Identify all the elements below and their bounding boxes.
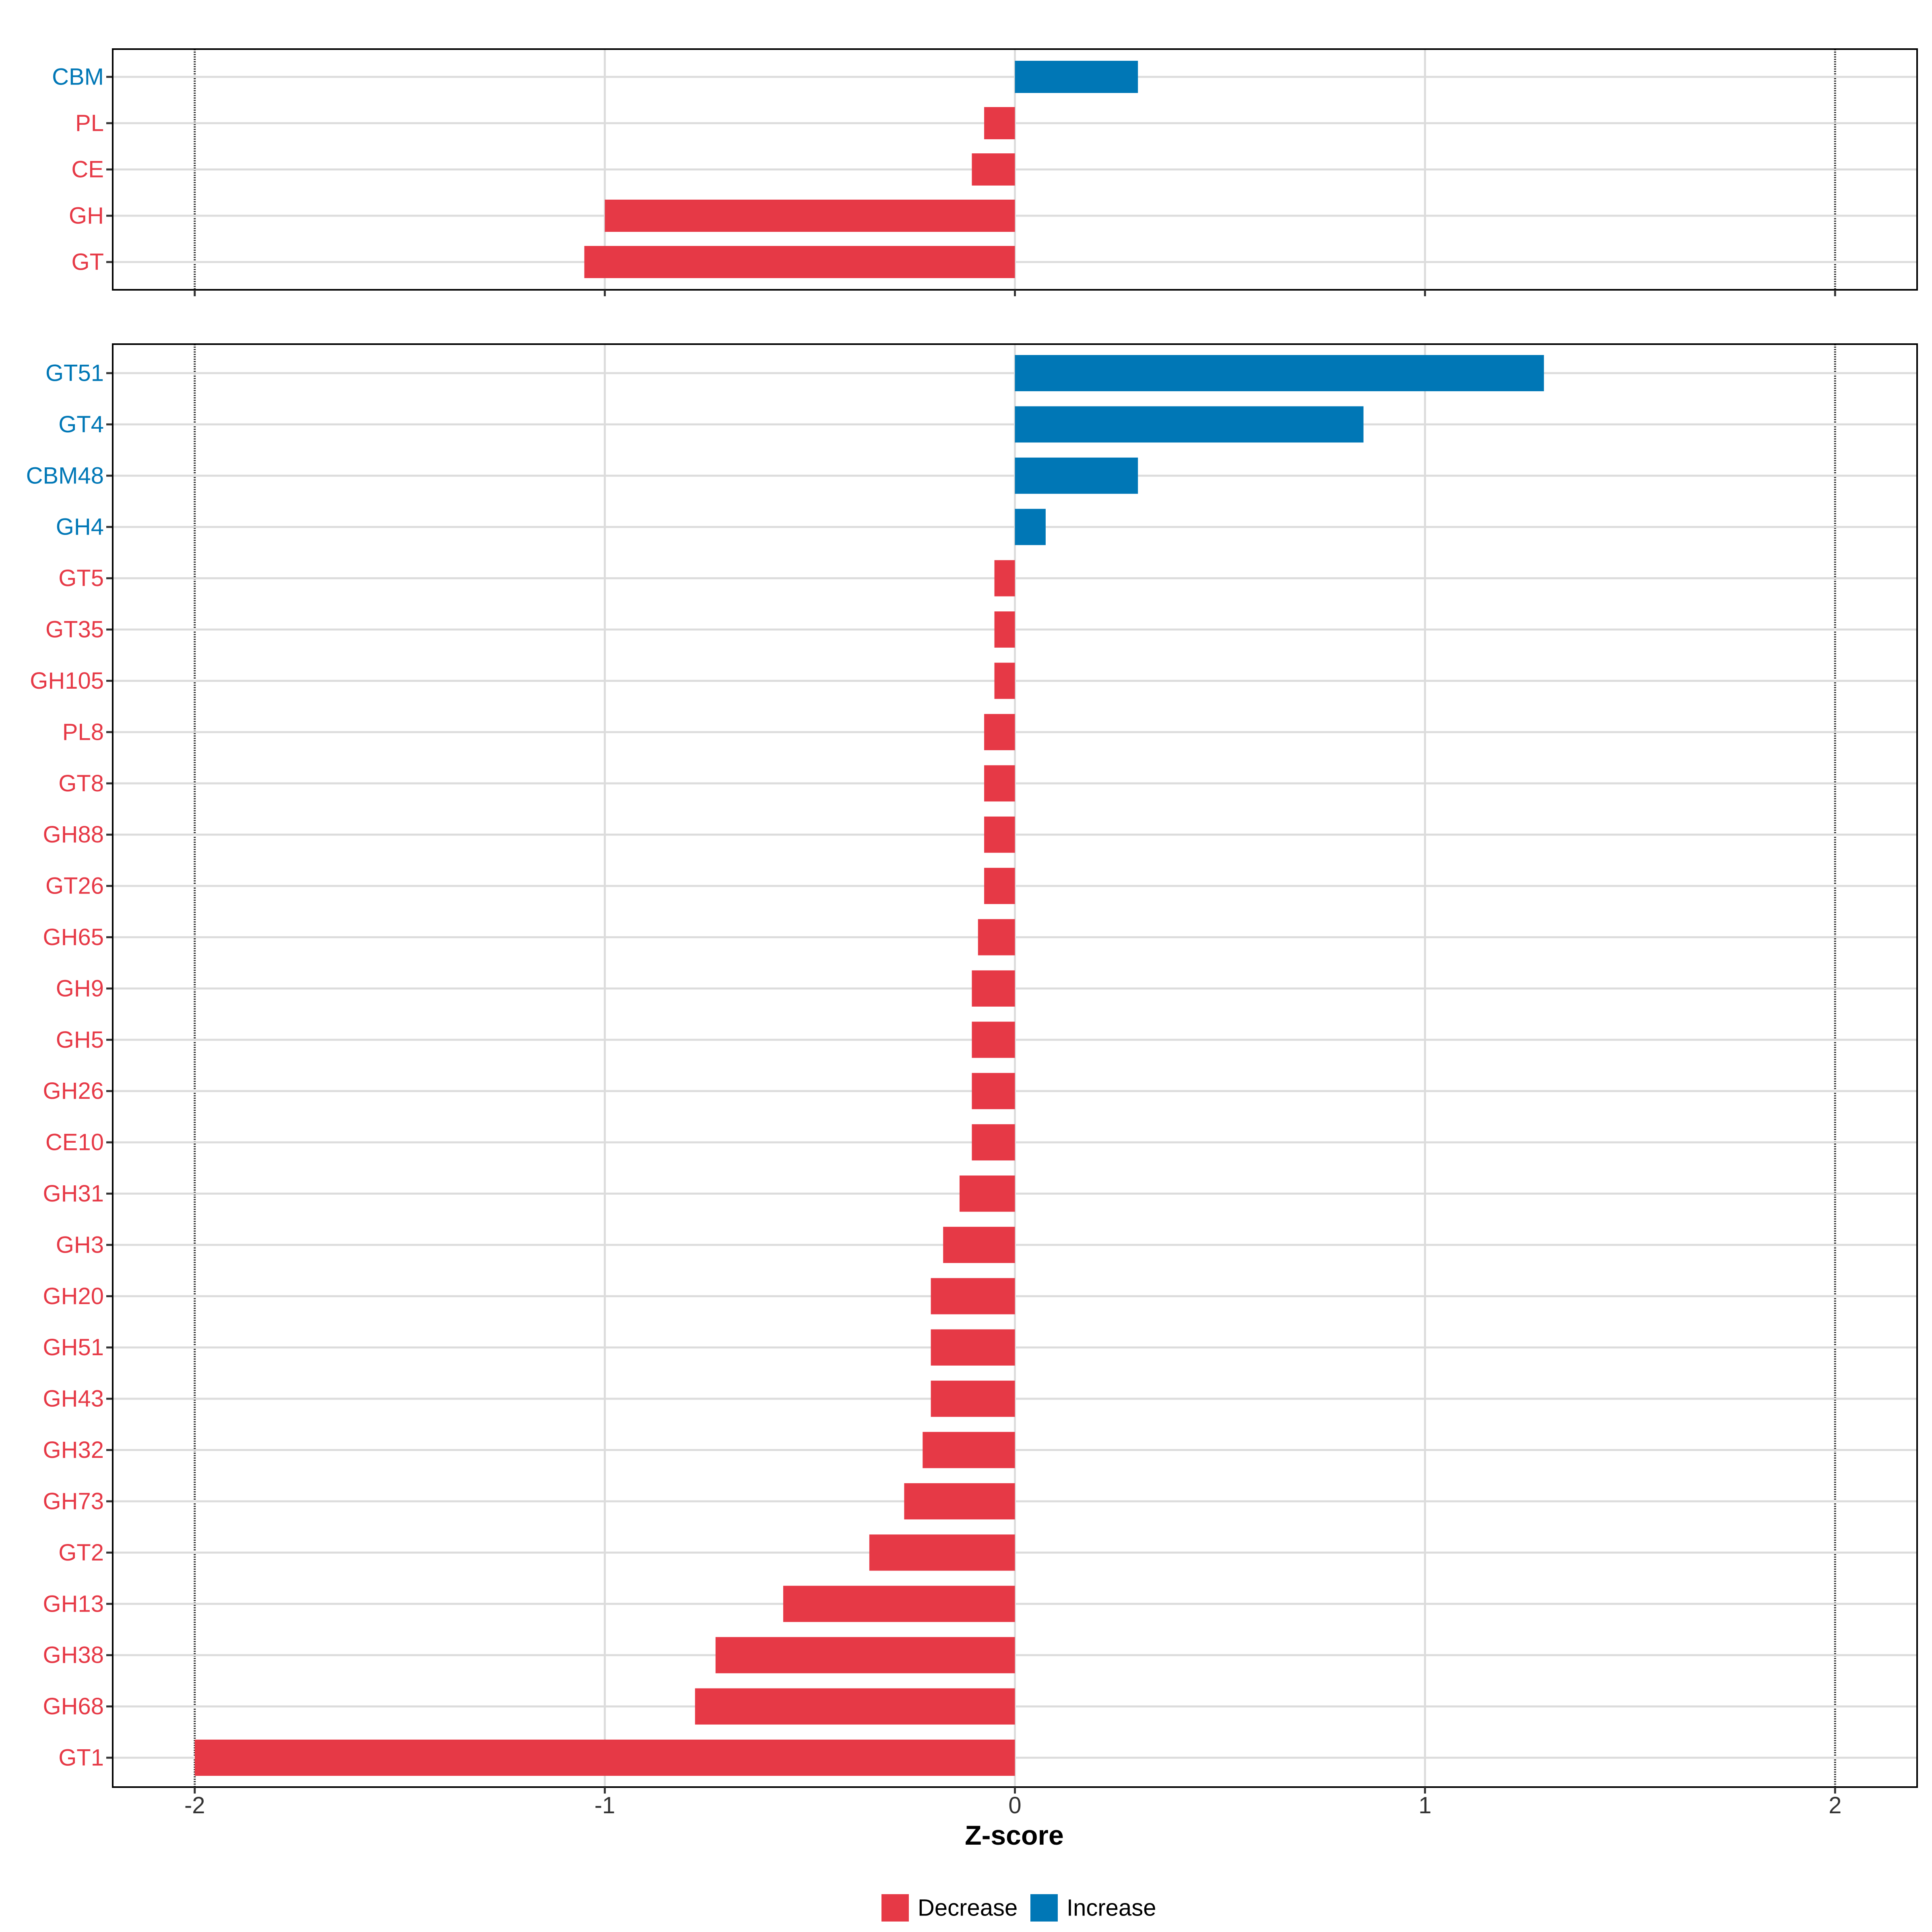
bar-gh26 (972, 1073, 1015, 1109)
y-tick-label: GT4 (58, 411, 104, 438)
bar-gh73 (904, 1483, 1015, 1519)
legend-label-decrease: Decrease (918, 1895, 1018, 1921)
y-tick-label: GH73 (43, 1488, 104, 1514)
bar-gh88 (984, 816, 1015, 853)
panel-class: CBM PL CE GH GT (52, 48, 1918, 296)
y-tick-label: GH38 (43, 1642, 104, 1668)
y-tick-label: GH9 (56, 975, 104, 1001)
y-tick-label: GH4 (56, 514, 104, 540)
bar-gt8 (984, 765, 1015, 802)
bar-gh20 (931, 1278, 1015, 1315)
y-tick-label: GT1 (58, 1745, 104, 1771)
y-tick-label: GH88 (43, 822, 104, 848)
bar-cbm48 (1015, 457, 1138, 494)
y-tick-label: GH68 (43, 1693, 104, 1719)
bar-gh (605, 200, 1015, 232)
bar-pl (984, 107, 1015, 139)
y-tick-label: PL8 (62, 719, 104, 745)
panel-family: GT51 GT4 CBM48 GH4 GT5 GT35 GH105 PL8 GT8 GH88 GT2… (26, 343, 1918, 1794)
bar-gt5 (994, 560, 1015, 597)
bar-gh51 (931, 1329, 1015, 1366)
y-tick-label: GH31 (43, 1181, 104, 1207)
bar-gh9 (972, 970, 1015, 1007)
bar-pl8 (984, 714, 1015, 750)
y-tick-label: GH26 (43, 1078, 104, 1104)
y-tick-label: GT26 (45, 873, 104, 899)
bar-ce10 (972, 1124, 1015, 1161)
y-tick-label: GH (69, 203, 104, 229)
bar-gt1 (194, 1740, 1015, 1776)
bar-ce (972, 153, 1015, 186)
bar-gh31 (959, 1175, 1015, 1212)
x-tick-label: 1 (1418, 1792, 1431, 1818)
y-tick-label: GH20 (43, 1283, 104, 1309)
legend-swatch-decrease (881, 1894, 909, 1922)
y-tick-label: GH105 (30, 668, 104, 694)
y-tick-label: GT8 (58, 770, 104, 797)
bar-gh68 (695, 1688, 1015, 1725)
bar-gt35 (994, 611, 1015, 648)
bar-gh13 (783, 1585, 1015, 1622)
bar-gt2 (869, 1534, 1015, 1571)
legend-swatch-increase (1030, 1894, 1058, 1922)
y-tick-label: GT2 (58, 1540, 104, 1566)
y-tick-label: GH32 (43, 1437, 104, 1463)
x-tick-label: -2 (184, 1792, 205, 1818)
bar-gh105 (994, 663, 1015, 699)
y-tick-label: CE (71, 157, 104, 183)
bar-cbm (1015, 61, 1138, 93)
bar-gh38 (715, 1637, 1015, 1674)
bar-gt51 (1015, 355, 1544, 391)
legend: Decrease Increase (881, 1894, 1156, 1922)
y-tick-label: GH5 (56, 1027, 104, 1053)
y-tick-label: GH43 (43, 1386, 104, 1412)
y-tick-label: CBM (52, 64, 104, 90)
bar-gt26 (984, 868, 1015, 904)
x-tick-label: -1 (594, 1792, 615, 1818)
bar-gh3 (943, 1226, 1015, 1263)
y-tick-label: GT5 (58, 565, 104, 591)
legend-label-increase: Increase (1067, 1895, 1156, 1921)
x-tick-label: 0 (1008, 1792, 1021, 1818)
bar-gt4 (1015, 406, 1364, 443)
bar-gt (584, 246, 1015, 278)
y-tick-label: GH51 (43, 1334, 104, 1360)
bar-gh65 (978, 919, 1015, 956)
y-tick-label: GT (71, 249, 104, 275)
y-tick-label: PL (75, 110, 104, 136)
x-axis-title: Z-score (965, 1820, 1064, 1851)
y-tick-label: GH65 (43, 924, 104, 950)
bar-gh32 (923, 1432, 1015, 1468)
x-tick-label: 2 (1829, 1792, 1841, 1818)
y-tick-label: GH13 (43, 1591, 104, 1617)
y-tick-label: GT35 (45, 617, 104, 643)
y-tick-label: GT51 (45, 360, 104, 386)
bar-gh43 (931, 1381, 1015, 1417)
y-tick-label: GH3 (56, 1232, 104, 1258)
y-tick-label: CBM48 (26, 462, 104, 489)
bar-gh5 (972, 1022, 1015, 1058)
y-tick-label: CE10 (45, 1129, 104, 1156)
bar-gh4 (1015, 509, 1046, 545)
